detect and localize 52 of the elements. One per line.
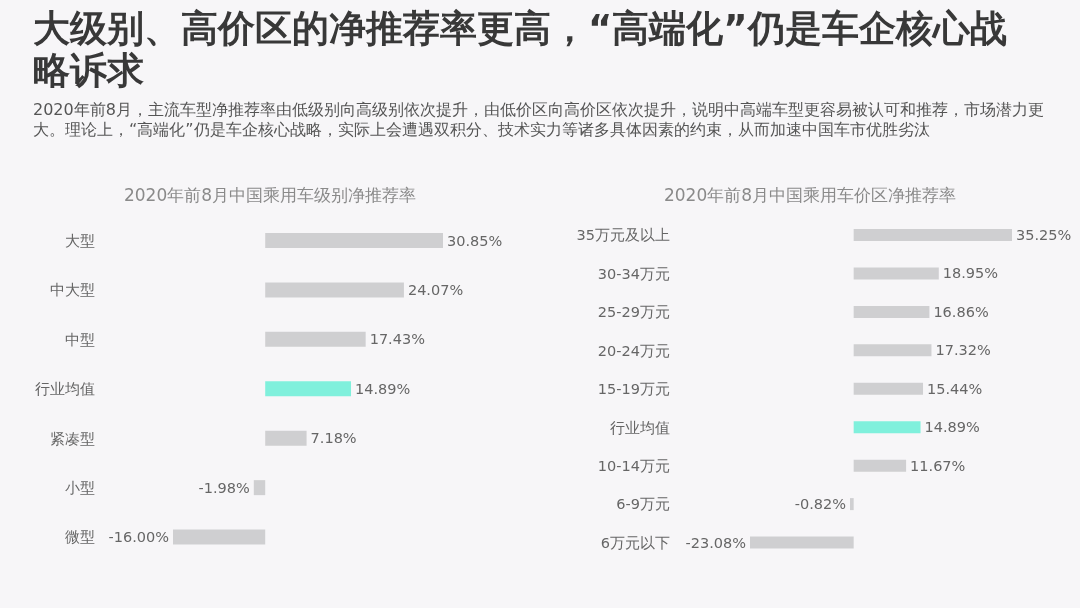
y-tick-label: 6-9万元 (616, 496, 670, 513)
y-tick-label: 小型 (65, 480, 95, 496)
bar (750, 536, 854, 549)
bar (265, 430, 307, 446)
y-tick-label: 大型 (65, 232, 95, 249)
data-label: 11.67% (910, 457, 966, 474)
data-label: 18.95% (942, 265, 999, 282)
bar (849, 498, 854, 511)
data-label: 14.89% (355, 380, 411, 397)
data-label: 24.07% (407, 281, 464, 298)
data-label: -16.00% (108, 529, 169, 546)
y-tick-label: 微型 (65, 529, 95, 546)
data-label: 35.25% (1016, 227, 1072, 243)
chart-title: 2020年前8月中国乘用车价区净推荐率 (662, 184, 958, 207)
y-tick-label: 紧凑型 (50, 430, 95, 447)
data-label: 15.44% (927, 380, 983, 397)
y-tick-label: 中型 (65, 331, 95, 348)
y-tick-label: 30-34万元 (597, 265, 670, 282)
text: 2020年前8月，主流车型净推荐率由低级别向高级别依次提升，由低价区向高价区依次提升，说明中高端车型更容易被认可和推荐，市场潜力更大。理论上，“高端化”仍是车企核心战略，实际上会遭遇双积分、技术实力等诸多具体因素的约束，从而加速中国车市优胜劣汰 (33, 100, 1045, 140)
bar (853, 421, 921, 434)
bar (853, 382, 924, 395)
y-tick-label: 20-24万元 (597, 342, 670, 359)
text: 大级别、高价区的净推荐率更高，“高端化”仍是车企核心战略诉求 (33, 7, 1008, 92)
data-label: 14.89% (924, 419, 980, 436)
y-tick-label: 行业均值 (35, 381, 95, 398)
bar (265, 282, 404, 298)
y-tick-label: 中大型 (50, 282, 95, 299)
data-label: -0.82% (794, 496, 846, 513)
y-tick-label: 15-19万元 (597, 381, 670, 398)
data-label: -1.98% (198, 479, 250, 496)
data-label: 17.43% (369, 331, 425, 348)
bar (173, 529, 266, 545)
bar (853, 344, 932, 357)
y-tick-label: 35万元及以上 (576, 227, 670, 244)
data-label: 7.18% (310, 430, 357, 447)
bar (265, 381, 352, 397)
bar (853, 305, 930, 318)
y-tick-label: 10-14万元 (597, 458, 670, 475)
bar (853, 229, 1012, 241)
bar (853, 267, 939, 280)
chart-title: 2020年前8月中国乘用车级别净推荐率 (122, 184, 418, 207)
data-label: 17.32% (935, 342, 991, 359)
y-tick-label: 6万元以下 (600, 534, 670, 551)
bar (265, 331, 366, 347)
y-tick-label: 25-29万元 (597, 304, 670, 321)
data-label: -23.08% (685, 534, 746, 551)
data-label: 16.86% (933, 303, 989, 320)
bar (265, 233, 443, 248)
y-tick-label: 行业均值 (610, 419, 670, 436)
bar (253, 480, 266, 496)
data-label: 30.85% (447, 232, 503, 249)
bar (853, 459, 907, 472)
